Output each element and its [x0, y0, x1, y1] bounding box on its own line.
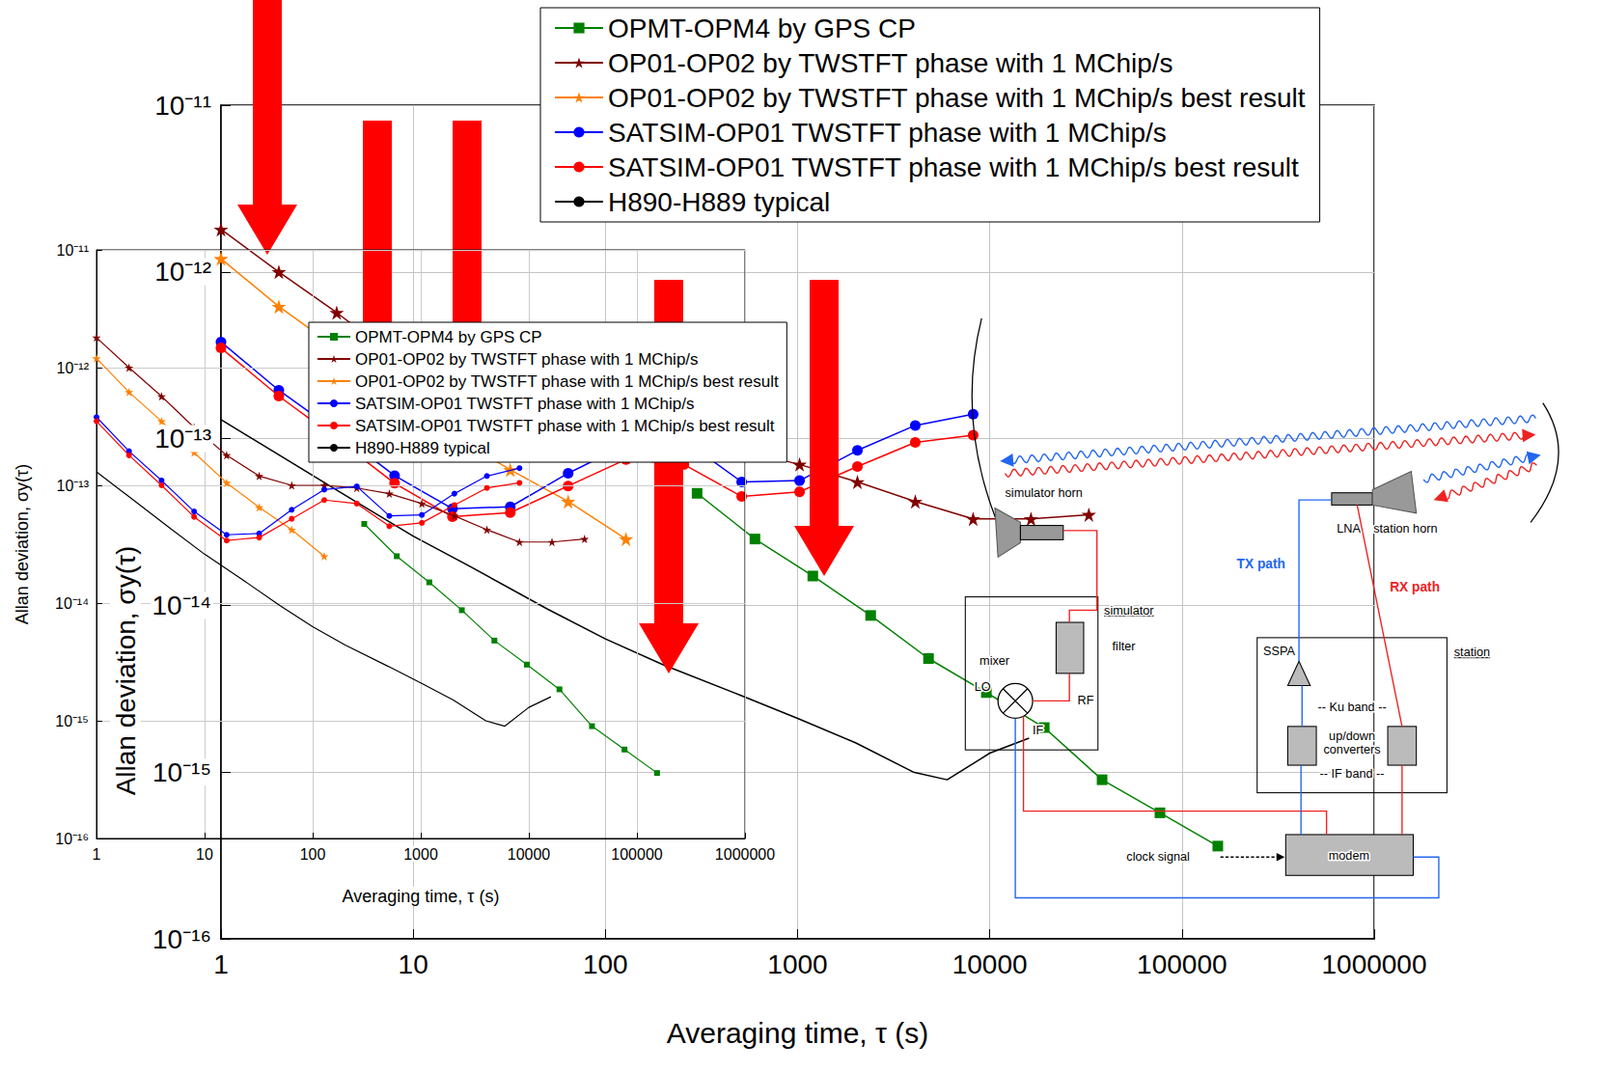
svg-text:OP01-OP02 by TWSTFT phase with: OP01-OP02 by TWSTFT phase with 1 MChip/s… — [607, 82, 1306, 113]
svg-text:1000000: 1000000 — [715, 846, 775, 863]
svg-text:OP01-OP02 by TWSTFT phase with: OP01-OP02 by TWSTFT phase with 1 MChip/s — [355, 350, 699, 369]
svg-text:H890-H889 typical: H890-H889 typical — [607, 187, 830, 218]
svg-text:10000: 10000 — [952, 949, 1028, 980]
svg-text:-- IF band --: -- IF band -- — [1320, 767, 1385, 781]
svg-text:1000000: 1000000 — [1321, 949, 1427, 980]
svg-text:1: 1 — [213, 949, 229, 980]
svg-text:up/down: up/down — [1328, 729, 1376, 744]
svg-text:10⁻¹³: 10⁻¹³ — [56, 477, 90, 495]
svg-text:SATSIM-OP01 TWSTFT phase with: SATSIM-OP01 TWSTFT phase with 1 MChip/s … — [607, 152, 1299, 183]
svg-text:100: 100 — [582, 949, 629, 980]
svg-text:station: station — [1454, 645, 1490, 660]
svg-text:SATSIM-OP01 TWSTFT phase with: SATSIM-OP01 TWSTFT phase with 1 MChip/s — [355, 394, 694, 414]
svg-text:1: 1 — [92, 846, 102, 863]
svg-text:modem: modem — [1328, 849, 1370, 863]
svg-text:10: 10 — [195, 846, 214, 863]
svg-text:RF: RF — [1077, 693, 1095, 708]
svg-text:clock signal: clock signal — [1126, 850, 1190, 864]
svg-text:100: 100 — [300, 846, 327, 863]
svg-text:1000: 1000 — [403, 846, 439, 863]
svg-text:Allan deviation, σy(τ): Allan deviation, σy(τ) — [12, 464, 32, 625]
svg-text:-- Ku band --: -- Ku band -- — [1317, 700, 1386, 715]
svg-text:H890-H889 typical: H890-H889 typical — [355, 439, 491, 458]
svg-text:OP01-OP02 by TWSTFT phase with: OP01-OP02 by TWSTFT phase with 1 MChip/s — [607, 48, 1174, 79]
svg-text:Allan deviation, σy(τ): Allan deviation, σy(τ) — [110, 546, 141, 797]
svg-text:10000: 10000 — [507, 846, 552, 863]
svg-text:SATSIM-OP01 TWSTFT phase with: SATSIM-OP01 TWSTFT phase with 1 MChip/s — [607, 117, 1167, 148]
svg-text:1000: 1000 — [767, 949, 828, 980]
svg-text:10⁻¹⁴: 10⁻¹⁴ — [152, 590, 213, 621]
svg-text:simulator horn: simulator horn — [1005, 486, 1083, 500]
svg-text:SSPA: SSPA — [1263, 644, 1296, 659]
svg-text:OP01-OP02 by TWSTFT phase with: OP01-OP02 by TWSTFT phase with 1 MChip/s… — [355, 372, 779, 391]
svg-text:OPMT-OPM4 by GPS CP: OPMT-OPM4 by GPS CP — [607, 13, 916, 44]
svg-text:OPMT-OPM4 by GPS CP: OPMT-OPM4 by GPS CP — [355, 328, 543, 347]
svg-text:SATSIM-OP01 TWSTFT phase with: SATSIM-OP01 TWSTFT phase with 1 MChip/s … — [355, 416, 775, 436]
svg-text:converters: converters — [1323, 743, 1380, 757]
svg-text:LO: LO — [974, 680, 992, 694]
svg-text:LNA: LNA — [1336, 522, 1361, 536]
svg-text:10⁻¹³: 10⁻¹³ — [154, 423, 212, 454]
svg-text:10⁻¹¹: 10⁻¹¹ — [56, 242, 89, 259]
svg-text:mixer: mixer — [979, 654, 1011, 668]
svg-text:10⁻¹²: 10⁻¹² — [154, 256, 212, 287]
svg-text:10⁻¹²: 10⁻¹² — [56, 359, 90, 377]
svg-text:Averaging time, τ (s): Averaging time, τ (s) — [666, 1017, 929, 1049]
svg-text:filter: filter — [1112, 639, 1137, 654]
svg-text:simulator: simulator — [1103, 604, 1155, 618]
svg-text:100000: 100000 — [610, 846, 663, 863]
svg-text:10: 10 — [398, 949, 429, 980]
svg-text:IF: IF — [1032, 723, 1045, 738]
svg-text:10⁻¹⁶: 10⁻¹⁶ — [55, 830, 89, 848]
svg-text:10⁻¹⁴: 10⁻¹⁴ — [55, 595, 89, 612]
svg-text:station horn: station horn — [1373, 522, 1437, 536]
svg-text:10⁻¹¹: 10⁻¹¹ — [154, 90, 212, 121]
svg-text:RX path: RX path — [1389, 579, 1440, 595]
svg-text:10⁻¹⁵: 10⁻¹⁵ — [55, 713, 89, 730]
svg-text:100000: 100000 — [1136, 949, 1227, 980]
svg-text:10⁻¹⁶: 10⁻¹⁶ — [152, 924, 212, 955]
svg-text:TX path: TX path — [1237, 556, 1286, 572]
svg-text:Averaging time, τ (s): Averaging time, τ (s) — [342, 886, 500, 907]
svg-text:10⁻¹⁵: 10⁻¹⁵ — [152, 757, 212, 788]
